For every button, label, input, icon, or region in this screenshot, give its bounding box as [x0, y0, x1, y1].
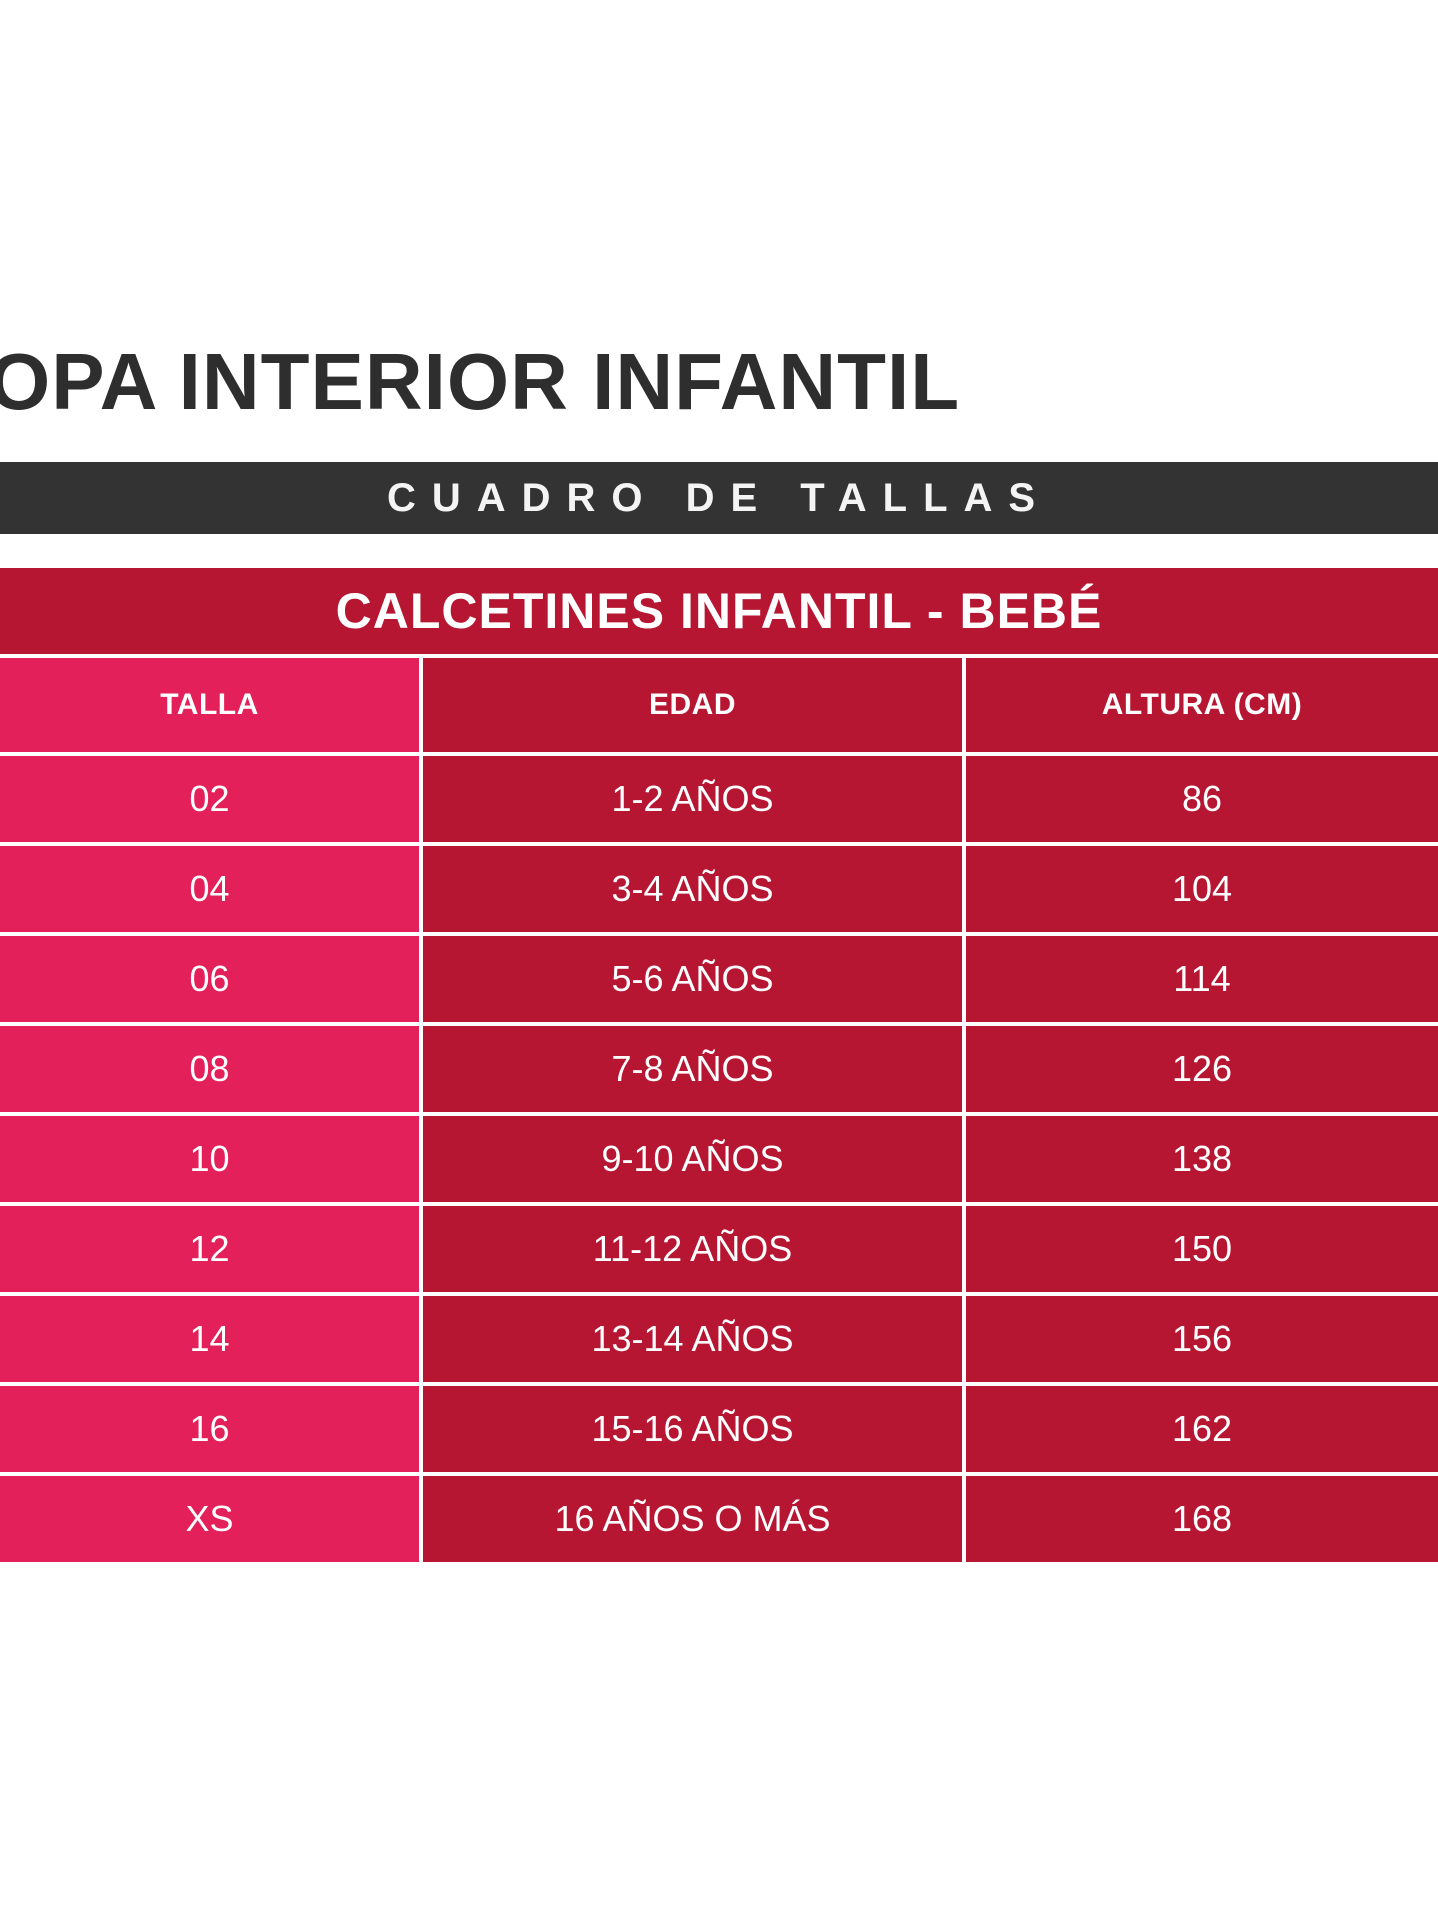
edad-cell: 7-8 AÑOS — [419, 1026, 962, 1112]
table-row: 14 13-14 AÑOS 156 — [0, 1296, 1438, 1386]
altura-cell: 138 — [962, 1116, 1438, 1202]
talla-cell: 02 — [0, 756, 419, 842]
size-chart-banner: CUADRO DE TALLAS — [0, 462, 1438, 534]
table-row: 02 1-2 AÑOS 86 — [0, 756, 1438, 846]
edad-cell: 3-4 AÑOS — [419, 846, 962, 932]
table-row: 16 15-16 AÑOS 162 — [0, 1386, 1438, 1476]
table-row: XS 16 AÑOS O MÁS 168 — [0, 1476, 1438, 1562]
altura-cell: 162 — [962, 1386, 1438, 1472]
edad-cell: 15-16 AÑOS — [419, 1386, 962, 1472]
talla-cell: 04 — [0, 846, 419, 932]
altura-cell: 86 — [962, 756, 1438, 842]
altura-cell: 114 — [962, 936, 1438, 1022]
header-talla: TALLA — [0, 658, 419, 752]
size-table: CALCETINES INFANTIL - BEBÉ TALLA EDAD AL… — [0, 568, 1438, 1562]
talla-cell: 10 — [0, 1116, 419, 1202]
edad-cell: 9-10 AÑOS — [419, 1116, 962, 1202]
header-edad: EDAD — [419, 658, 962, 752]
edad-cell: 5-6 AÑOS — [419, 936, 962, 1022]
edad-cell: 13-14 AÑOS — [419, 1296, 962, 1382]
altura-cell: 104 — [962, 846, 1438, 932]
header-altura: ALTURA (CM) — [962, 658, 1438, 752]
page-title: OPA INTERIOR INFANTIL — [0, 337, 961, 426]
table-title: CALCETINES INFANTIL - BEBÉ — [0, 568, 1438, 658]
table-row: 08 7-8 AÑOS 126 — [0, 1026, 1438, 1116]
talla-cell: XS — [0, 1476, 419, 1562]
size-chart-banner-label: CUADRO DE TALLAS — [386, 476, 1052, 520]
table-header-row: TALLA EDAD ALTURA (CM) — [0, 658, 1438, 756]
table-row: 12 11-12 AÑOS 150 — [0, 1206, 1438, 1296]
altura-cell: 168 — [962, 1476, 1438, 1562]
talla-cell: 14 — [0, 1296, 419, 1382]
talla-cell: 12 — [0, 1206, 419, 1292]
altura-cell: 156 — [962, 1296, 1438, 1382]
table-row: 10 9-10 AÑOS 138 — [0, 1116, 1438, 1206]
talla-cell: 08 — [0, 1026, 419, 1112]
edad-cell: 1-2 AÑOS — [419, 756, 962, 842]
edad-cell: 11-12 AÑOS — [419, 1206, 962, 1292]
altura-cell: 150 — [962, 1206, 1438, 1292]
table-row: 06 5-6 AÑOS 114 — [0, 936, 1438, 1026]
talla-cell: 06 — [0, 936, 419, 1022]
talla-cell: 16 — [0, 1386, 419, 1472]
table-row: 04 3-4 AÑOS 104 — [0, 846, 1438, 936]
altura-cell: 126 — [962, 1026, 1438, 1112]
edad-cell: 16 AÑOS O MÁS — [419, 1476, 962, 1562]
